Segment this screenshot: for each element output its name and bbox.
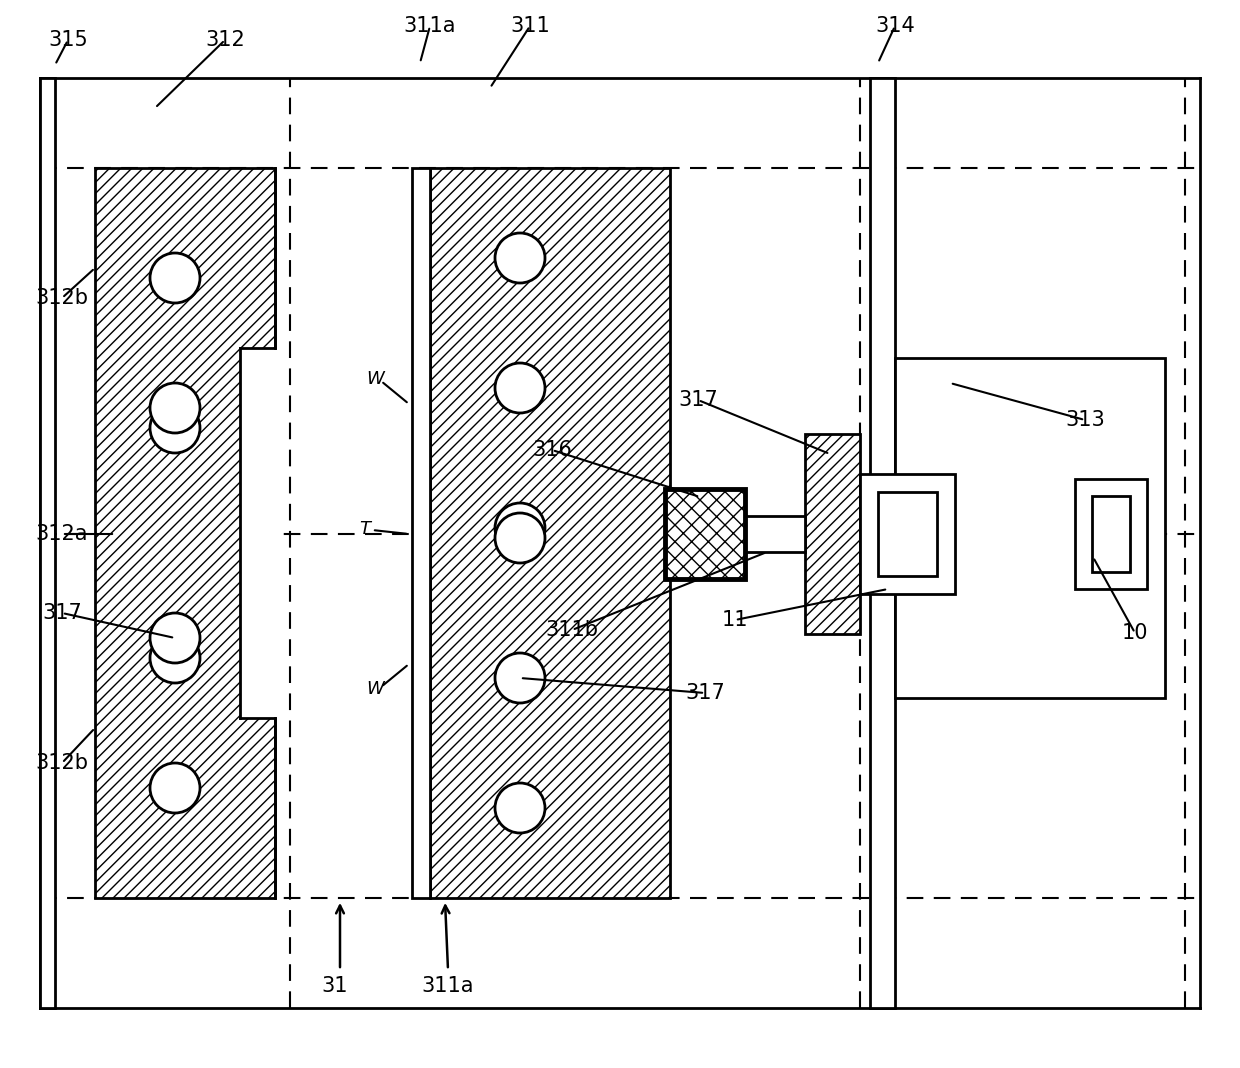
- Bar: [95, 168, 275, 898]
- Bar: [665, 489, 745, 579]
- Circle shape: [495, 513, 546, 563]
- Bar: [861, 474, 955, 594]
- Circle shape: [150, 763, 200, 813]
- Text: 312: 312: [205, 30, 244, 50]
- Text: T: T: [360, 520, 371, 538]
- Circle shape: [495, 653, 546, 703]
- Bar: [895, 358, 1166, 698]
- Circle shape: [495, 503, 546, 553]
- Bar: [745, 516, 805, 552]
- Bar: [805, 434, 861, 634]
- Text: 313: 313: [1065, 410, 1105, 430]
- Bar: [878, 492, 937, 576]
- Text: 317: 317: [678, 390, 718, 410]
- Text: W: W: [366, 680, 384, 698]
- Text: W: W: [366, 370, 384, 388]
- Text: 11: 11: [722, 610, 748, 630]
- Circle shape: [150, 633, 200, 684]
- Bar: [870, 78, 895, 1008]
- Circle shape: [495, 783, 546, 833]
- Text: 312a: 312a: [36, 524, 88, 544]
- Bar: [412, 168, 430, 898]
- Text: 314: 314: [875, 16, 915, 36]
- Text: 10: 10: [1122, 623, 1148, 643]
- Circle shape: [150, 403, 200, 453]
- Text: 311b: 311b: [546, 621, 599, 640]
- Bar: [1092, 496, 1130, 572]
- Circle shape: [495, 233, 546, 283]
- Text: 312b: 312b: [36, 753, 88, 773]
- Bar: [430, 168, 670, 898]
- Text: 31: 31: [321, 976, 348, 996]
- Circle shape: [150, 613, 200, 663]
- Text: 317: 317: [42, 603, 82, 623]
- Bar: [40, 78, 55, 1008]
- Bar: [241, 348, 277, 718]
- Circle shape: [150, 253, 200, 303]
- Text: 317: 317: [686, 684, 725, 703]
- Bar: [665, 489, 745, 579]
- Text: 312b: 312b: [36, 288, 88, 308]
- Text: 311: 311: [510, 16, 549, 36]
- Text: 315: 315: [48, 30, 88, 50]
- Text: 311a: 311a: [422, 976, 474, 996]
- Circle shape: [150, 383, 200, 433]
- Text: 316: 316: [532, 440, 572, 460]
- Text: 311a: 311a: [404, 16, 456, 36]
- Circle shape: [495, 363, 546, 413]
- Bar: [1075, 480, 1147, 588]
